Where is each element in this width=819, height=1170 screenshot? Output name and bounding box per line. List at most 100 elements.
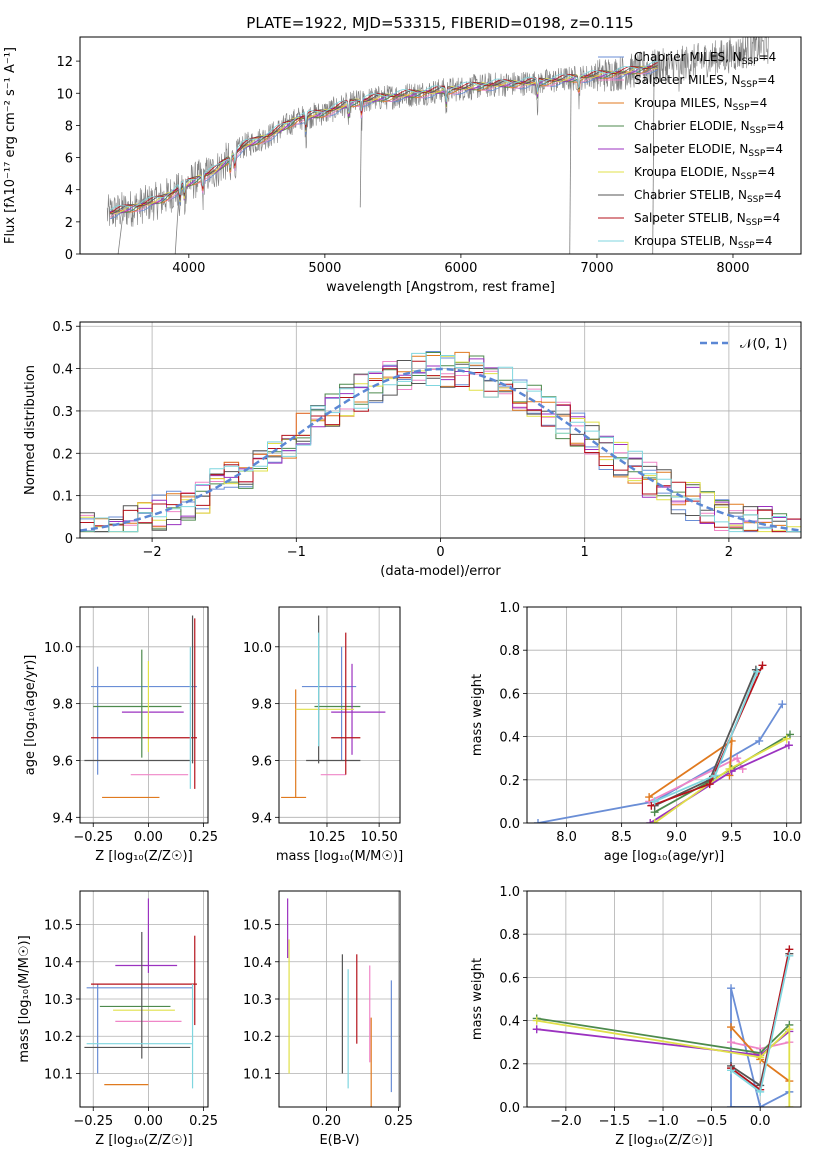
massweight_vs_age-xtick-label: 8.0 xyxy=(556,830,577,845)
massweight_vs_age-marker xyxy=(784,741,793,750)
spectrum-ylabel: Flux [fλ10⁻¹⁷ erg cm⁻² s⁻¹ A⁻¹] xyxy=(3,47,18,244)
massweight_vs_Z-marker xyxy=(532,1016,541,1025)
massweight_vs_age-ytick-label: 0.2 xyxy=(499,774,520,789)
massweight_vs_Z-marker xyxy=(727,984,736,993)
spectrum-spike xyxy=(569,78,572,254)
spectrum-legend-label: Salpeter STELIB, NSSP=4 xyxy=(634,211,780,228)
massweight_vs_Z-ytick-label: 1.0 xyxy=(499,885,520,900)
massweight_vs_age-marker xyxy=(650,819,659,823)
residuals-xtick-label: −1 xyxy=(287,545,306,560)
mass_vs_Z-ytick-label: 10.4 xyxy=(44,956,73,971)
massweight_vs_age-marker xyxy=(725,765,734,773)
massweight_vs_Z-xtick-label: 0.0 xyxy=(750,1114,771,1129)
massweight_vs_Z-marker xyxy=(532,1025,541,1034)
mass_vs_Z-ytick-label: 10.1 xyxy=(44,1067,73,1082)
mass_vs_EBV-ytick-label: 10.4 xyxy=(243,956,272,971)
age_vs_Z-ytick-label: 9.6 xyxy=(52,754,73,769)
massweight_vs_age-marker xyxy=(778,700,787,709)
age_vs_Z-frame xyxy=(79,606,209,824)
massweight_vs_age-xlabel: age [log₁₀(age/yr)] xyxy=(604,849,725,864)
mass_vs_EBV-xtick-label: 0.20 xyxy=(312,1114,341,1129)
residuals-ytick-label: 0.1 xyxy=(52,490,73,505)
massweight_vs_age-marker xyxy=(782,734,791,743)
massweight_vs_age-marker xyxy=(733,754,742,763)
spectrum-legend-label: Kroupa ELODIE, NSSP=4 xyxy=(634,165,775,182)
massweight_vs_Z-xtick-label: −1.0 xyxy=(647,1114,679,1129)
spectrum-legend-label: Kroupa STELIB, NSSP=4 xyxy=(634,234,772,251)
massweight_vs_Z-ytick-label: 0.0 xyxy=(499,1101,520,1116)
age_vs_mass-xtick-label: 10.50 xyxy=(361,830,398,845)
spectrum-ytick-label: 4 xyxy=(65,184,73,199)
normal-curve xyxy=(80,367,801,532)
mass_vs_Z-xlabel: Z [log₁₀(Z/Z☉)] xyxy=(95,1133,192,1148)
massweight_vs_age-xtick-label: 9.5 xyxy=(721,830,742,845)
spectrum-spike xyxy=(652,67,655,254)
residuals-ytick-label: 0.4 xyxy=(52,363,73,378)
massweight_vs_age-ytick-label: 0.0 xyxy=(499,817,520,832)
massweight_vs_Z-marker xyxy=(785,951,794,960)
massweight_vs_age-marker xyxy=(646,819,655,823)
age_vs_mass-ytick-label: 9.4 xyxy=(251,811,272,826)
mass_vs_EBV-ytick-label: 10.2 xyxy=(243,1030,272,1045)
figure-title: PLATE=1922, MJD=53315, FIBERID=0198, z=0… xyxy=(246,14,633,32)
spectrum-ytick-label: 0 xyxy=(65,248,73,263)
spectrum-legend-label: Chabrier MILES, NSSP=4 xyxy=(634,50,776,67)
massweight_vs_age-marker xyxy=(752,667,761,676)
massweight_vs_age-marker xyxy=(705,780,714,789)
mass_vs_Z-xtick-label: −0.25 xyxy=(73,1114,113,1129)
residuals-xtick-label: 1 xyxy=(581,545,589,560)
age_vs_mass-ytick-label: 10.0 xyxy=(243,641,272,656)
age_vs_mass-ytick-label: 9.6 xyxy=(251,754,272,769)
massweight_vs_age-marker xyxy=(534,819,543,823)
massweight_vs_Z-marker xyxy=(727,1066,736,1075)
massweight_vs_Z-ytick-label: 0.6 xyxy=(499,971,520,986)
age_vs_mass-xtick-label: 10.25 xyxy=(308,830,345,845)
spectrum-model-line xyxy=(109,65,658,215)
massweight_vs_Z-xlabel: Z [log₁₀(Z/Z☉)] xyxy=(615,1133,712,1148)
age_vs_Z-ytick-label: 9.4 xyxy=(52,811,73,826)
spectrum-legend-label: Chabrier ELODIE, NSSP=4 xyxy=(634,119,784,136)
massweight_vs_Z-marker xyxy=(727,1023,736,1032)
mass_vs_EBV-xlabel: E(B-V) xyxy=(319,1133,359,1148)
spectrum-spike xyxy=(117,209,124,254)
massweight_vs_age-ytick-label: 1.0 xyxy=(499,601,520,616)
mass_vs_EBV-xtick-label: 0.25 xyxy=(384,1114,413,1129)
spectrum-xtick-label: 4000 xyxy=(172,261,205,276)
spectrum-ytick-label: 8 xyxy=(65,119,73,134)
residuals-xtick-label: 2 xyxy=(725,545,733,560)
massweight_vs_Z-frame xyxy=(526,890,802,1108)
massweight_vs_age-ytick-label: 0.4 xyxy=(499,731,520,746)
massweight_vs_age-marker xyxy=(758,661,767,670)
residuals-ytick-label: 0.5 xyxy=(52,320,73,335)
age_vs_Z-ytick-label: 10.0 xyxy=(44,641,73,656)
age_vs_Z-ytick-label: 9.8 xyxy=(52,698,73,713)
massweight_vs_age-series-line xyxy=(537,703,784,823)
mass_vs_Z-frame xyxy=(79,890,209,1108)
massweight_vs_age-marker xyxy=(645,793,654,802)
mass_vs_EBV-frame xyxy=(278,890,401,1108)
age_vs_Z-xtick-label: −0.25 xyxy=(73,830,113,845)
age_vs_mass-frame xyxy=(278,606,401,824)
massweight_vs_Z-marker xyxy=(785,1025,794,1034)
massweight_vs_Z-series-line xyxy=(536,1019,791,1107)
massweight_vs_Z-ytick-label: 0.4 xyxy=(499,1015,520,1030)
residuals-ytick-label: 0.2 xyxy=(52,447,73,462)
spectrum-ytick-label: 10 xyxy=(56,87,73,102)
spectrum-xtick-label: 8000 xyxy=(716,261,749,276)
spectrum-spike xyxy=(174,188,180,254)
massweight_vs_Z-ylabel: mass weight xyxy=(470,958,485,1040)
residuals-xtick-label: −2 xyxy=(143,545,162,560)
residuals-ylabel: Normed distribution xyxy=(23,365,38,495)
age_vs_Z-xtick-label: 0.25 xyxy=(189,830,218,845)
spectrum-xtick-label: 7000 xyxy=(580,261,613,276)
mass_vs_EBV-ytick-label: 10.1 xyxy=(243,1067,272,1082)
residuals-ytick-label: 0 xyxy=(65,532,73,547)
mass_vs_Z-ytick-label: 10.2 xyxy=(44,1030,73,1045)
mass_vs_Z-xtick-label: 0.00 xyxy=(134,1114,163,1129)
residuals-xtick-label: 0 xyxy=(436,545,444,560)
mass_vs_Z-ytick-label: 10.3 xyxy=(44,993,73,1008)
massweight_vs_age-ytick-label: 0.8 xyxy=(499,644,520,659)
residuals-ytick-label: 0.3 xyxy=(52,405,73,420)
massweight_vs_Z-marker xyxy=(756,1103,765,1107)
